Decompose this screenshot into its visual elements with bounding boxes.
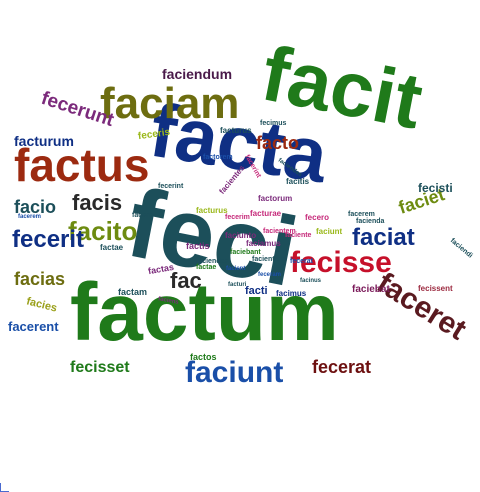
cloud-word: factam xyxy=(118,287,148,297)
cloud-word: facerem xyxy=(18,214,42,220)
cloud-word: facti xyxy=(245,285,268,297)
cloud-word: factae xyxy=(196,264,217,271)
cloud-word: factorem xyxy=(203,154,233,161)
cloud-word: faciunto xyxy=(225,231,257,240)
cloud-word: fecisti xyxy=(418,181,453,195)
cloud-word: faciente xyxy=(285,232,312,239)
cloud-word: factum xyxy=(70,267,339,358)
cloud-word: facturae xyxy=(250,209,282,218)
cloud-word: factis xyxy=(186,241,210,251)
cloud-word: facio xyxy=(14,197,57,217)
cloud-word: facinus xyxy=(300,278,322,284)
cloud-word: fecerat xyxy=(312,357,372,377)
cloud-word: facturum xyxy=(14,133,74,149)
cloud-word: factos xyxy=(190,352,217,362)
cloud-word: fecerint xyxy=(158,183,184,190)
cloud-word: facis xyxy=(72,190,123,215)
cloud-word: facitis xyxy=(286,177,310,186)
cloud-word: factae xyxy=(100,243,124,252)
cloud-word: facerem xyxy=(348,211,375,218)
cloud-word: feceram xyxy=(258,272,282,278)
cloud-word: facerent xyxy=(8,319,59,334)
cloud-word: faciendum xyxy=(162,66,233,82)
cloud-word: fecerim xyxy=(225,214,250,221)
cloud-word: fac xyxy=(170,268,202,293)
cloud-word: faciamus xyxy=(246,239,281,248)
cloud-word: fecimus xyxy=(260,120,287,127)
cloud-word: fecisset xyxy=(70,359,130,376)
cloud-word: facientium xyxy=(252,256,288,263)
cloud-word: facienda xyxy=(356,218,385,225)
cloud-word: facito xyxy=(68,216,138,246)
cloud-word: fecissent xyxy=(418,284,453,293)
cloud-word: facient xyxy=(226,266,246,272)
cloud-word: fecerit xyxy=(12,226,85,253)
cloud-word: facere xyxy=(132,212,153,219)
cloud-word: facturi xyxy=(228,282,247,288)
cloud-word: faciebant xyxy=(230,249,261,256)
cloud-word: factus xyxy=(14,139,150,191)
cloud-word: faciendae xyxy=(196,258,229,265)
cloud-word: faciunt xyxy=(316,227,343,236)
cloud-word: facto xyxy=(256,133,300,153)
corner-mark-icon xyxy=(0,483,9,492)
cloud-word: factorum xyxy=(258,194,293,203)
cloud-word: faceret xyxy=(370,266,472,347)
cloud-word: faciat xyxy=(352,224,415,251)
cloud-word: fecero xyxy=(305,213,330,222)
cloud-word: faciebat xyxy=(352,284,390,295)
cloud-word: facimus xyxy=(276,289,307,298)
cloud-word: facturus xyxy=(220,126,252,135)
cloud-word: faciendi xyxy=(448,237,474,260)
cloud-word: fecisse xyxy=(290,246,392,279)
cloud-word: facias xyxy=(14,269,66,289)
cloud-word: facturus xyxy=(196,206,228,215)
cloud-word: fecerat xyxy=(290,258,313,265)
cloud-word: faciunt xyxy=(185,356,284,389)
cloud-word: facies xyxy=(25,295,59,315)
cloud-word: faciam xyxy=(100,79,240,128)
cloud-word: facientem xyxy=(263,228,296,235)
